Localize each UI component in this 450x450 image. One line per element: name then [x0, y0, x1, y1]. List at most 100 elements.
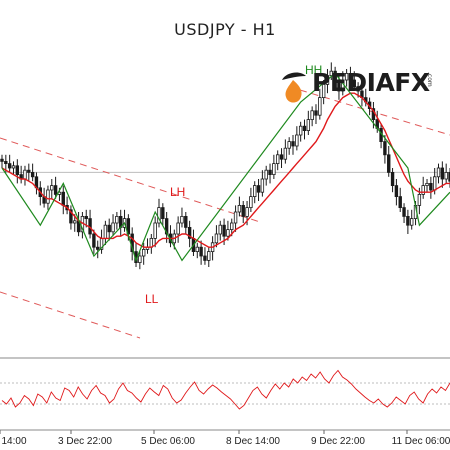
candle [138, 251, 142, 270]
logo-mark-icon [282, 72, 306, 103]
candle-body [402, 207, 406, 217]
candle-body [23, 169, 27, 180]
candle-body [249, 196, 253, 209]
candle-body [275, 154, 280, 165]
candle [390, 168, 395, 193]
label-lower-high: LH [170, 185, 185, 199]
candle [61, 185, 65, 215]
candle-body [195, 246, 199, 252]
logo-text: PEDIAFX [312, 68, 430, 97]
candle [107, 218, 111, 241]
candle [406, 209, 410, 234]
candle [256, 179, 261, 201]
brand-logo: PEDIAFX .com [276, 66, 436, 106]
candle-body [337, 81, 341, 92]
candle-body [421, 185, 425, 195]
candle [187, 220, 192, 248]
candle-body [394, 185, 399, 198]
candle [298, 121, 303, 142]
candle-body [218, 224, 222, 235]
candle [34, 172, 39, 195]
candle [275, 150, 280, 171]
candle-body [410, 218, 414, 226]
candle-body [187, 226, 192, 239]
candle [134, 242, 138, 267]
channel-line [0, 291, 141, 339]
candle-body [96, 246, 100, 250]
candle [398, 187, 402, 212]
candle [279, 148, 284, 168]
candle [176, 216, 180, 243]
candle [249, 187, 253, 212]
x-tick-label: 11 Dec 06:00 [392, 436, 450, 447]
channel-line [0, 137, 261, 223]
candle-body [180, 215, 184, 224]
candle-body [387, 154, 391, 173]
candle [168, 225, 173, 248]
candle [7, 154, 12, 173]
candle [96, 240, 100, 259]
candle [92, 229, 96, 254]
candle-body [237, 204, 242, 213]
candle [444, 163, 448, 184]
candle [203, 247, 207, 265]
candle [260, 170, 265, 197]
candle-body [344, 73, 349, 81]
candle [383, 135, 387, 164]
candle [440, 161, 445, 188]
candle-body [11, 165, 16, 169]
candle-body [383, 141, 387, 156]
zigzag-line [1, 72, 450, 263]
candle-body [398, 196, 402, 209]
candle-body [390, 171, 395, 186]
candle [379, 124, 383, 149]
label-higher-high: HH [305, 63, 322, 77]
candle [157, 198, 161, 228]
logo-leaf-icon [282, 72, 306, 80]
candle-body [268, 169, 272, 175]
candle-body [222, 224, 226, 237]
x-tick-label: 5 Dec 06:00 [141, 436, 195, 447]
candle-body [279, 154, 284, 160]
candle [337, 75, 341, 100]
candle-body [436, 167, 441, 178]
candle [50, 179, 54, 199]
candle-body [27, 169, 31, 173]
candle-body [425, 182, 429, 186]
candle [88, 209, 92, 239]
candle-body [0, 158, 4, 162]
candle [0, 154, 4, 168]
candle [321, 80, 326, 105]
candle [161, 203, 165, 226]
chart-title: USDJPY - H1 [174, 20, 276, 39]
candle [191, 229, 196, 256]
candle [119, 209, 123, 237]
candle [421, 176, 425, 199]
moving-average-line [1, 92, 450, 248]
candle-body [314, 110, 318, 116]
candle [195, 242, 199, 259]
candle-body [329, 70, 333, 76]
time-axis: 14:00 3 Dec 22:00 5 Dec 06:00 8 Dec 14:00 9 … [0, 429, 450, 447]
candle [145, 238, 150, 254]
candle-body [153, 222, 157, 239]
candle [207, 247, 211, 267]
candle [199, 240, 203, 265]
label-lower-low: LL [145, 292, 159, 306]
candle [30, 163, 35, 182]
candle-body [230, 222, 234, 230]
candle [287, 137, 291, 155]
candle [23, 165, 27, 186]
candle-body [264, 169, 268, 180]
candle [11, 161, 16, 175]
candle [19, 165, 23, 184]
candle [272, 154, 276, 179]
candle [69, 205, 73, 230]
candle [15, 159, 20, 184]
candle [210, 236, 215, 261]
candle [149, 234, 154, 254]
candle-body [291, 141, 295, 147]
candle [268, 163, 272, 184]
logo-drop-icon [285, 80, 302, 103]
candle-body [352, 79, 356, 87]
